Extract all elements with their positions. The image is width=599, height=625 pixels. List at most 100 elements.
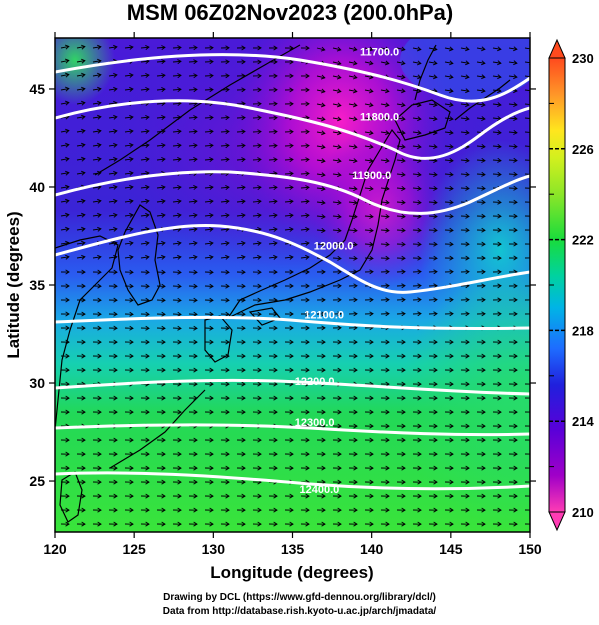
wind-arrow — [108, 46, 117, 49]
wind-arrow — [172, 144, 182, 147]
wind-arrow — [268, 158, 278, 161]
wind-arrow-head — [401, 479, 406, 485]
wind-arrow-head — [177, 87, 182, 93]
wind-arrow-head — [289, 199, 294, 205]
wind-arrow — [60, 74, 69, 77]
wind-arrow — [60, 130, 69, 133]
wind-arrow-head — [209, 129, 214, 135]
wind-arrow-head — [257, 339, 262, 345]
wind-arrow — [428, 103, 437, 106]
wind-arrow-head — [193, 521, 198, 527]
green-southeast — [400, 270, 530, 530]
wind-arrow-head — [209, 451, 214, 457]
wind-arrow — [316, 187, 325, 190]
wind-arrow-head — [369, 521, 374, 527]
wind-arrow-head — [177, 507, 182, 513]
wind-arrow — [156, 186, 165, 189]
wind-arrow — [300, 186, 310, 189]
wind-arrow-head — [113, 44, 118, 50]
wind-arrow — [300, 242, 309, 245]
wind-arrow-head — [177, 240, 182, 246]
wind-arrow — [172, 74, 182, 77]
wind-arrow-head — [416, 60, 422, 66]
wind-arrow-head — [177, 451, 182, 457]
wind-arrow-head — [369, 227, 374, 233]
wind-arrow-head — [417, 241, 422, 247]
wind-arrow-head — [257, 311, 262, 317]
wind-arrow-head — [449, 241, 454, 247]
wind-arrow-head — [193, 115, 198, 121]
wind-arrow — [236, 242, 245, 245]
contour-label: 11700.0 — [360, 47, 399, 59]
wind-arrow-head — [225, 367, 230, 373]
wind-arrow — [60, 200, 69, 203]
wind-arrow — [348, 257, 358, 260]
wind-arrow-head — [177, 367, 182, 373]
coastline-ryukyu — [109, 389, 206, 469]
wind-arrow-head — [497, 255, 502, 261]
wind-arrow-head — [481, 353, 486, 359]
wind-arrow-head — [193, 226, 198, 232]
wind-arrow-head — [129, 269, 134, 275]
wind-arrow-head — [145, 521, 150, 527]
wind-arrow-head — [353, 521, 358, 527]
wind-arrow — [412, 61, 421, 64]
wind-arrow-head — [273, 353, 278, 359]
wind-arrow-head — [241, 395, 246, 401]
wind-arrow-head — [289, 254, 294, 260]
wind-arrow-head — [385, 241, 390, 247]
wind-arrow-head — [273, 115, 278, 121]
wind-arrow-head — [289, 143, 294, 149]
contour-label: 12200.0 — [295, 376, 335, 388]
wind-arrow-head — [401, 409, 406, 415]
wind-arrow — [76, 60, 85, 63]
wind-arrow — [60, 60, 69, 63]
wind-arrow-head — [353, 423, 358, 429]
wind-arrow-head — [353, 186, 358, 192]
wind-arrow — [108, 228, 117, 231]
wind-arrow — [428, 47, 437, 50]
wind-arrow-head — [481, 227, 486, 233]
wind-arrow-head — [321, 186, 326, 192]
wind-arrow-head — [161, 353, 166, 359]
wind-arrow — [220, 158, 230, 161]
wind-arrow-head — [369, 339, 374, 345]
wind-arrow-head — [401, 144, 406, 150]
wind-arrow — [332, 47, 341, 51]
wind-arrow-head — [353, 479, 358, 485]
wind-arrow-head — [193, 198, 198, 204]
wind-arrow-head — [401, 507, 406, 513]
wind-arrow-head — [513, 451, 518, 457]
wind-arrow-head — [321, 269, 326, 275]
wind-arrow — [140, 60, 150, 63]
wind-arrow-head — [209, 325, 214, 331]
wind-arrow-head — [353, 465, 358, 471]
wind-arrow — [380, 173, 389, 176]
wind-arrow-head — [385, 186, 390, 191]
wind-arrow-head — [225, 240, 230, 246]
wind-arrow-head — [417, 437, 422, 443]
x-axis-label: Longitude (degrees) — [210, 563, 373, 582]
wind-arrow-head — [273, 437, 278, 443]
wind-arrow — [60, 214, 69, 217]
wind-arrow-head — [273, 240, 278, 246]
wind-arrow-head — [465, 437, 470, 443]
wind-arrow-head — [97, 86, 102, 92]
wind-arrow-head — [513, 88, 518, 94]
wind-arrow-head — [321, 493, 326, 499]
wind-arrow-head — [497, 367, 502, 373]
wind-arrow-head — [273, 101, 278, 107]
wind-arrow-head — [353, 214, 358, 219]
wind-arrow-head — [337, 353, 342, 359]
wind-arrow-head — [81, 170, 86, 176]
wind-arrow-head — [273, 493, 278, 499]
wind-arrow-head — [497, 46, 502, 52]
wind-arrow — [204, 158, 214, 161]
wind-arrow — [380, 229, 390, 232]
wind-arrow — [140, 158, 149, 161]
wind-arrow-head — [289, 283, 294, 289]
wind-arrow-head — [145, 114, 150, 120]
wind-arrow-head — [369, 255, 374, 261]
wind-arrow-head — [353, 353, 358, 359]
wind-arrow — [364, 117, 373, 120]
